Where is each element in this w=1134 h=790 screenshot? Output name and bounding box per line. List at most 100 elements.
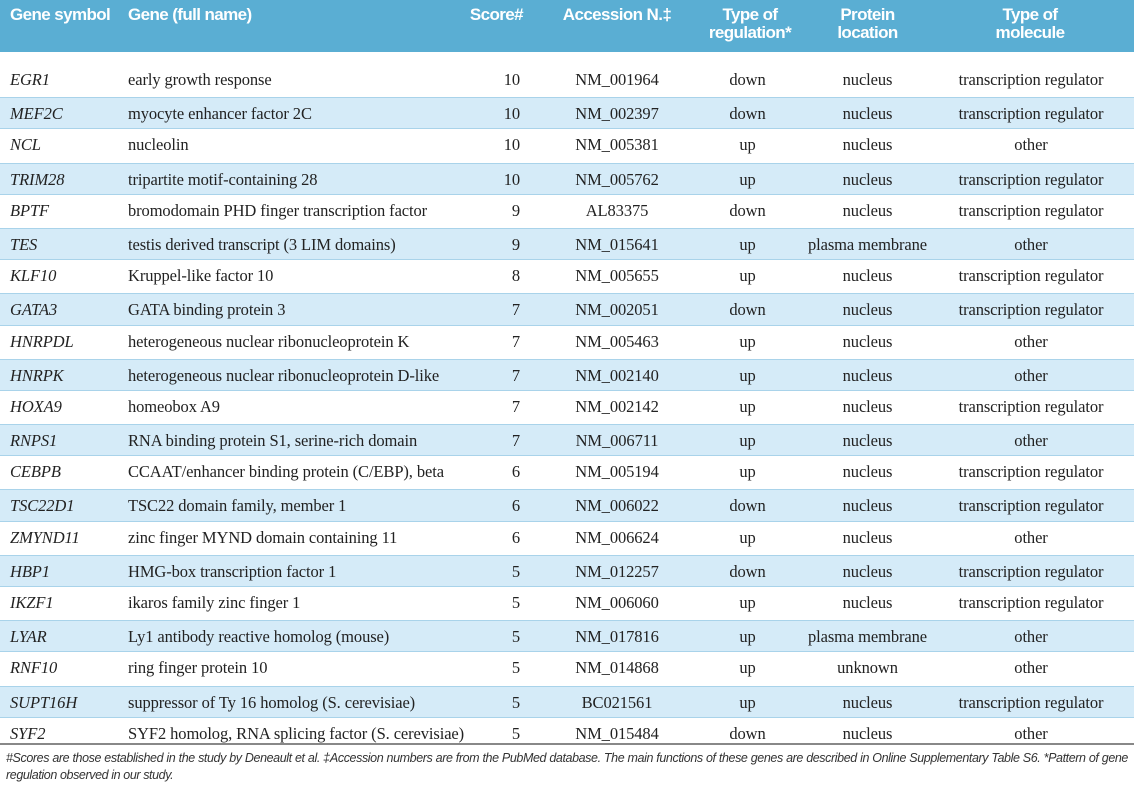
cell-gene-symbol: IKZF1	[10, 593, 54, 612]
table-row: TSC22D1 TSC22 domain family, member 1 6 NM_…	[0, 489, 1134, 522]
cell-molecule: other	[1014, 527, 1048, 547]
cell-gene-name: RNA binding protein S1, serine-rich doma…	[128, 431, 418, 451]
cell-accession: NM_014868	[575, 658, 659, 678]
cell-regulation: up	[739, 593, 756, 612]
cell-location: nucleus	[842, 169, 893, 189]
cell-location: nucleus	[842, 104, 893, 124]
table-row: CEBPB CCAAT/enhancer binding protein (C/E…	[0, 456, 1134, 490]
cell-molecule: other	[1014, 135, 1048, 155]
cell-location: nucleus	[842, 200, 893, 220]
cell-gene-name: heterogeneous nuclear ribonucleoprotein …	[128, 331, 410, 351]
table-row: EGR1 early growth response 10 NM_001964 down…	[0, 64, 1134, 98]
cell-regulation: down	[729, 70, 766, 89]
cell-accession: NM_005381	[575, 135, 659, 155]
cell-gene-symbol: SYF2	[10, 723, 46, 743]
cell-gene-name: SYF2 homolog, RNA splicing factor (S. ce…	[128, 723, 465, 743]
cell-location: plasma membrane	[808, 234, 927, 254]
cell-score: 5	[511, 627, 520, 647]
cell-regulation: up	[739, 527, 756, 547]
cell-gene-symbol: RNF10	[10, 658, 58, 678]
cell-gene-symbol: HOXA9	[10, 396, 62, 416]
cell-score: 7	[511, 331, 520, 351]
cell-location: nucleus	[842, 300, 893, 320]
cell-regulation: down	[729, 300, 766, 320]
cell-score: 5	[511, 593, 520, 612]
cell-gene-symbol: RNPS1	[10, 431, 58, 451]
cell-location: nucleus	[842, 723, 893, 743]
cell-regulation: up	[739, 396, 756, 416]
cell-score: 7	[511, 300, 520, 320]
cell-gene-symbol: CEBPB	[10, 462, 61, 482]
cell-gene-symbol: GATA3	[10, 300, 58, 320]
cell-location: nucleus	[842, 331, 893, 351]
cell-molecule: transcription regulator	[958, 593, 1104, 612]
cell-molecule: transcription regulator	[958, 692, 1104, 712]
cell-gene-symbol: ZMYND11	[10, 527, 80, 547]
header-score: Score#	[469, 5, 524, 24]
table-row: TES testis derived transcript (3 LIM doma…	[0, 227, 1134, 261]
header-gene-name: Gene (full name)	[128, 5, 252, 24]
cell-gene-symbol: MEF2C	[10, 104, 63, 124]
cell-gene-symbol: SUPT16H	[10, 692, 78, 712]
cell-molecule: other	[1014, 658, 1048, 678]
cell-gene-name: HMG-box transcription factor 1	[128, 561, 337, 581]
cell-accession: NM_017816	[575, 627, 659, 647]
table-body: EGR1 early growth response 10 NM_001964 down…	[0, 64, 1134, 751]
cell-gene-symbol: HNRPK	[10, 365, 64, 385]
table-header: Gene symbol Gene (full name) Score# Acce…	[0, 0, 1134, 52]
cell-gene-name: ikaros family zinc finger 1	[128, 593, 301, 612]
cell-score: 9	[511, 200, 520, 220]
table-row: NCL nucleolin 10 NM_005381 up nucleus other	[0, 129, 1134, 163]
cell-molecule: other	[1014, 234, 1048, 254]
cell-gene-symbol: HNRPDL	[10, 331, 74, 351]
cell-gene-name: homeobox A9	[128, 396, 220, 416]
header-regulation: Type of regulation*	[708, 5, 792, 42]
cell-location: nucleus	[842, 135, 893, 155]
cell-molecule: transcription regulator	[958, 462, 1104, 482]
cell-score: 10	[503, 135, 520, 155]
cell-gene-symbol: TES	[10, 234, 38, 254]
cell-score: 10	[503, 104, 520, 124]
cell-gene-name: tripartite motif-containing 28	[128, 169, 318, 189]
cell-score: 10	[503, 169, 520, 189]
cell-gene-name: heterogeneous nuclear ribonucleoprotein …	[128, 365, 440, 385]
table-row: IKZF1 ikaros family zinc finger 1 5 NM_0060…	[0, 587, 1134, 621]
cell-molecule: transcription regulator	[958, 200, 1104, 220]
cell-score: 8	[511, 266, 520, 286]
cell-regulation: up	[739, 431, 756, 451]
cell-molecule: transcription regulator	[958, 396, 1104, 416]
cell-accession: NM_006711	[575, 431, 659, 451]
table-row: GATA3 GATA binding protein 3 7 NM_002051 dow…	[0, 293, 1134, 326]
cell-accession: NM_012257	[575, 561, 659, 581]
header-accession: Accession N.‡	[562, 5, 672, 24]
table-row: HBP1 HMG-box transcription factor 1 5 NM_01…	[0, 554, 1134, 587]
cell-score: 6	[511, 527, 520, 547]
table-row: HOXA9 homeobox A9 7 NM_002142 up nucleus trans…	[0, 391, 1134, 425]
cell-accession: NM_005762	[575, 169, 659, 189]
table-row: TRIM28 tripartite motif-containing 28 10 NM…	[0, 162, 1134, 195]
cell-accession: NM_005463	[575, 331, 659, 351]
cell-accession: AL83375	[585, 200, 649, 220]
cell-accession: NM_002142	[575, 396, 659, 416]
cell-accession: BC021561	[581, 692, 653, 712]
table-row: LYAR Ly1 antibody reactive homolog (mouse…	[0, 620, 1134, 653]
cell-molecule: other	[1014, 723, 1048, 743]
cell-location: nucleus	[842, 561, 893, 581]
cell-molecule: transcription regulator	[958, 169, 1104, 189]
cell-accession: NM_006624	[575, 527, 659, 547]
cell-accession: NM_005655	[575, 266, 659, 286]
cell-location: nucleus	[842, 396, 893, 416]
cell-gene-symbol: TRIM28	[10, 169, 65, 189]
cell-score: 5	[511, 658, 520, 678]
table-row: BPTF bromodomain PHD finger transcription…	[0, 195, 1134, 228]
table-row: SYF2 SYF2 homolog, RNA splicing factor (S…	[0, 718, 1134, 751]
cell-molecule: other	[1014, 365, 1048, 385]
cell-gene-symbol: KLF10	[10, 266, 57, 286]
cell-gene-name: bromodomain PHD finger transcription fac…	[128, 200, 428, 220]
cell-gene-symbol: TSC22D1	[10, 496, 75, 516]
cell-accession: NM_005194	[575, 462, 659, 482]
cell-gene-name: TSC22 domain family, member 1	[128, 496, 347, 516]
table-row: MEF2C myocyte enhancer factor 2C 10 NM_0023…	[0, 97, 1134, 130]
cell-accession: NM_006022	[575, 496, 659, 516]
cell-gene-name: testis derived transcript (3 LIM domains…	[128, 234, 396, 254]
